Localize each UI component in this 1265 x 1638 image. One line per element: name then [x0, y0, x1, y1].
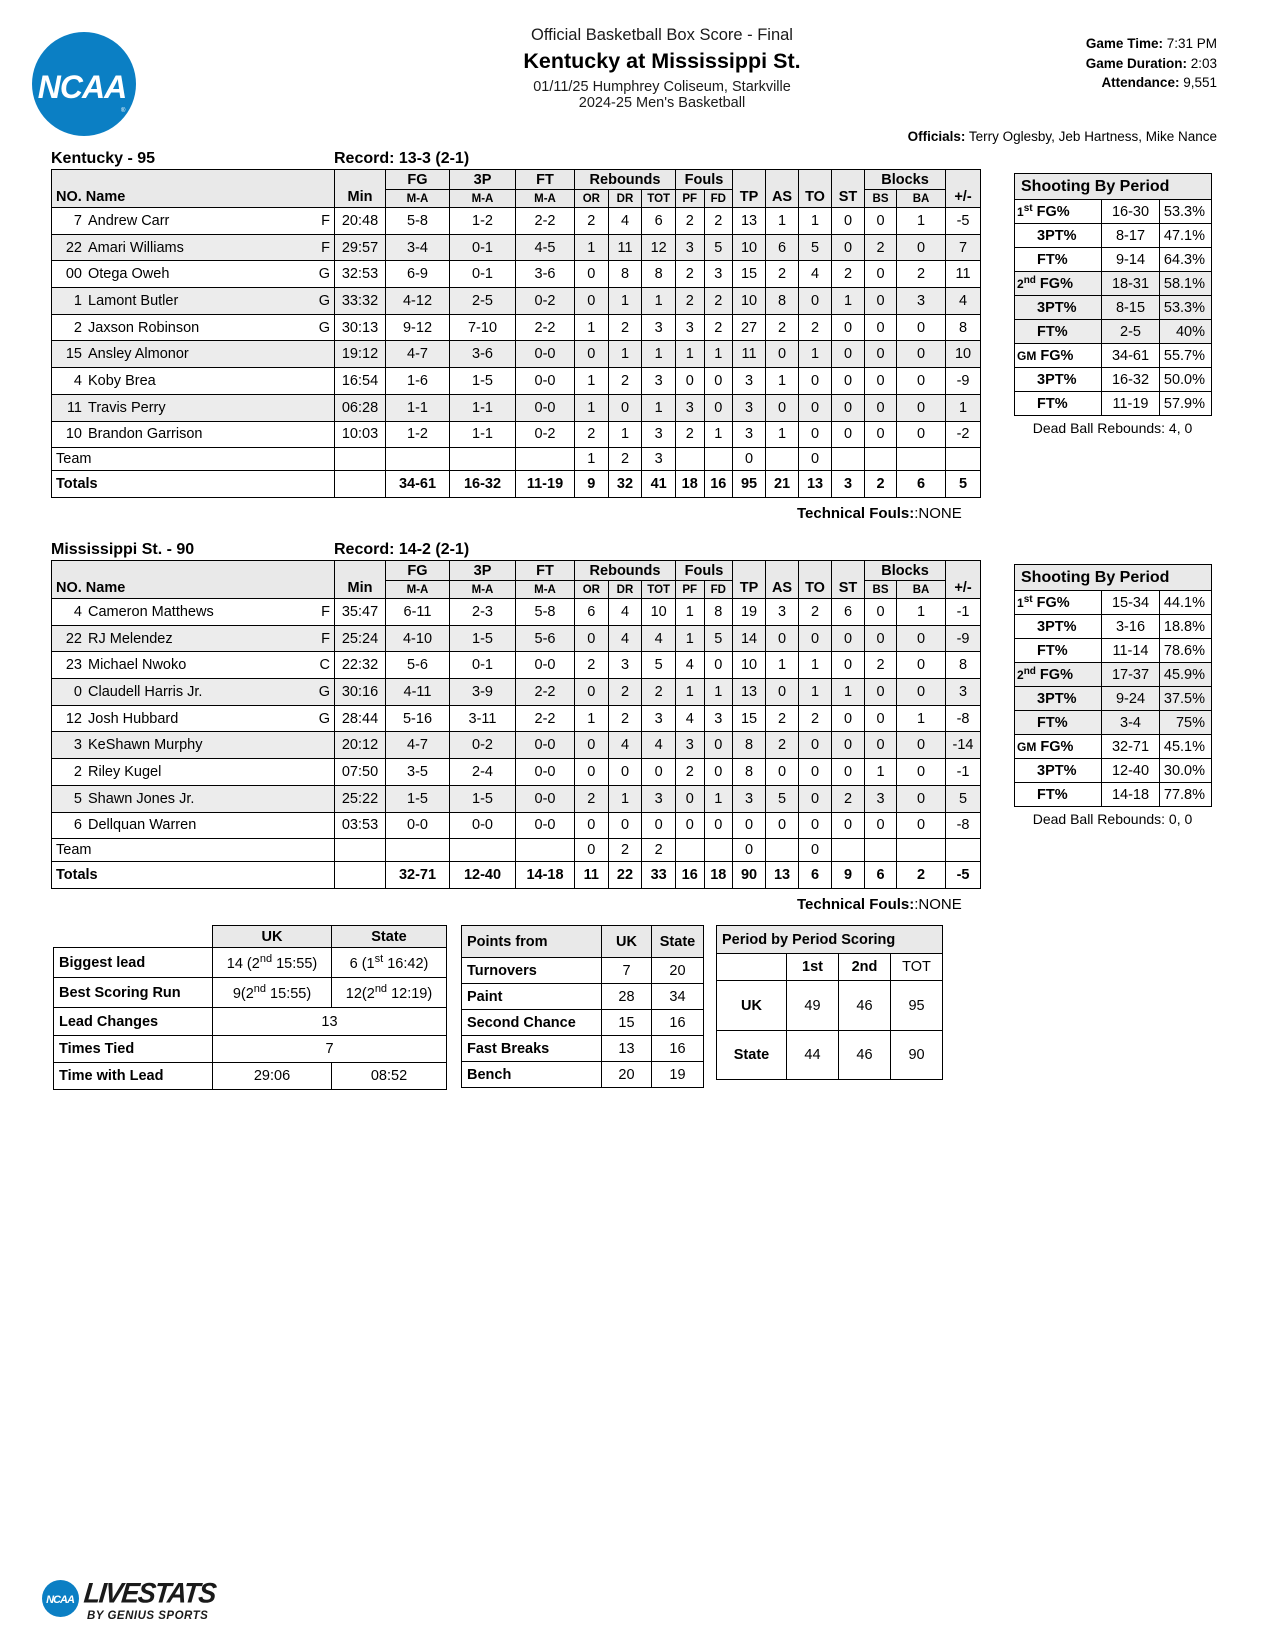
svg-text:®: ®	[121, 107, 126, 114]
svg-text:NCAA: NCAA	[38, 69, 126, 105]
svg-text:NCAA: NCAA	[46, 1594, 75, 1606]
